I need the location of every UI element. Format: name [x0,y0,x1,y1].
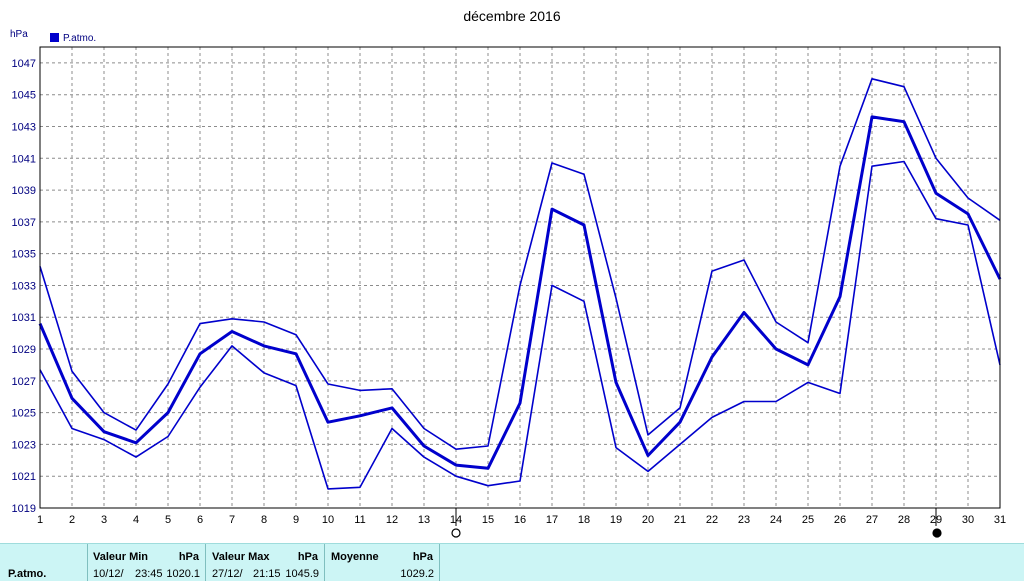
x-tick-label: 8 [261,514,267,526]
chart-title: décembre 2016 [463,8,561,24]
series-line-min [39,160,1001,490]
stats-min-value: 1020.1 [166,568,200,580]
stats-max-cell: Valeur Max hPa 27/12/ 21:15 1045.9 [206,544,324,581]
stats-min-date: 10/12/ [93,568,124,580]
x-tick-label: 9 [293,514,299,526]
series-lines [38,78,1002,490]
grid [39,47,1001,509]
x-axis-ticks: 1 2 3 4 5 6 7 8 9 10 11 12 13 14 15 16 17 18 19 20 21 22 23 24 2… [37,514,1006,526]
x-tick-label: 28 [898,514,910,526]
stats-min-header: Valeur Min [93,551,149,563]
legend-label: P.atmo. [63,33,96,44]
y-tick-label: 1023 [12,439,36,451]
x-tick-label: 19 [610,514,622,526]
y-tick-label: 1025 [12,408,36,420]
stats-max-header: Valeur Max [212,551,270,563]
x-tick-label: 18 [578,514,590,526]
stats-divider [87,544,88,581]
pressure-chart: décembre 2016 hPa P.atmo. 10191021102310… [10,8,1006,538]
x-tick-label: 31 [994,514,1006,526]
stats-min-unit: hPa [178,551,199,563]
x-tick-label: 25 [802,514,814,526]
x-tick-label: 22 [706,514,718,526]
y-tick-label: 1037 [12,217,36,229]
x-tick-label: 3 [101,514,107,526]
stats-mean-header: Moyenne [331,551,379,563]
x-tick-label: 2 [69,514,75,526]
x-tick-label: 24 [770,514,782,526]
stats-max-date: 27/12/ [212,568,243,580]
stats-max-value: 1045.9 [285,568,319,580]
moon-markers [451,508,942,538]
x-tick-label: 11 [354,514,365,526]
plot-frame [39,46,1001,509]
stats-max-unit: hPa [297,551,318,563]
y-tick-label: 1047 [12,58,36,70]
x-tick-label: 12 [386,514,398,526]
y-tick-label: 1045 [12,90,36,102]
y-tick-label: 1019 [12,503,36,515]
y-tick-label: 1033 [12,280,36,292]
y-axis-ticks: 1019 1021 1023 1025 1027 1029 1031 1033 1035 1037… [12,58,36,515]
stats-max-time: 21:15 [253,568,281,580]
y-tick-label: 1021 [12,471,36,483]
y-tick-label: 1035 [12,249,36,261]
y-tick-label: 1027 [12,376,36,388]
x-tick-label: 16 [514,514,526,526]
x-tick-label: 23 [738,514,750,526]
x-tick-label: 4 [133,514,139,526]
y-tick-label: 1031 [12,312,36,324]
x-tick-label: 20 [642,514,654,526]
x-tick-label: 21 [674,514,686,526]
stats-min-time: 23:45 [135,568,163,580]
x-tick-label: 7 [229,514,235,526]
stats-row-label-cell: P.atmo. [8,544,88,581]
stats-mean-cell: Moyenne hPa 1029.2 [325,544,439,581]
x-tick-label: 15 [482,514,494,526]
x-tick-label: 26 [834,514,846,526]
x-tick-label: 10 [322,514,334,526]
series-line-max [39,78,1001,451]
series-line-mean [38,115,1002,470]
full-moon-icon [451,528,461,538]
x-tick-label: 5 [165,514,171,526]
y-tick-label: 1029 [12,344,36,356]
x-tick-label: 6 [197,514,203,526]
x-tick-label: 27 [866,514,878,526]
stats-divider [205,544,206,581]
stats-row-label: P.atmo. [8,568,47,580]
y-axis-unit: hPa [10,29,28,40]
stats-min-cell: Valeur Min hPa 10/12/ 23:45 1020.1 [88,544,205,581]
y-tick-label: 1041 [12,153,36,165]
x-tick-label: 30 [962,514,974,526]
y-tick-label: 1039 [12,185,36,197]
stats-mean-value: 1029.2 [400,568,434,580]
y-tick-label: 1043 [12,121,36,133]
stats-panel: P.atmo. Valeur Min hPa 10/12/ 23:45 1020… [0,543,1024,581]
stats-divider [324,544,325,581]
stats-mean-unit: hPa [412,551,433,563]
legend-swatch [50,33,59,42]
x-tick-label: 1 [37,514,43,526]
x-tick-label: 13 [418,514,430,526]
new-moon-icon [932,528,942,538]
stats-divider [439,544,440,581]
x-tick-label: 17 [546,514,558,526]
